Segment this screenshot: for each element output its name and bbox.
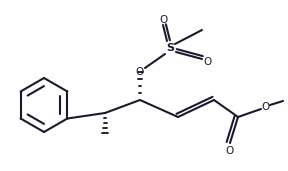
Text: O: O xyxy=(261,102,269,112)
Text: O: O xyxy=(159,15,167,25)
Text: O: O xyxy=(226,146,234,156)
Text: S: S xyxy=(166,43,174,53)
Text: O: O xyxy=(203,57,211,67)
Text: O: O xyxy=(136,67,144,77)
